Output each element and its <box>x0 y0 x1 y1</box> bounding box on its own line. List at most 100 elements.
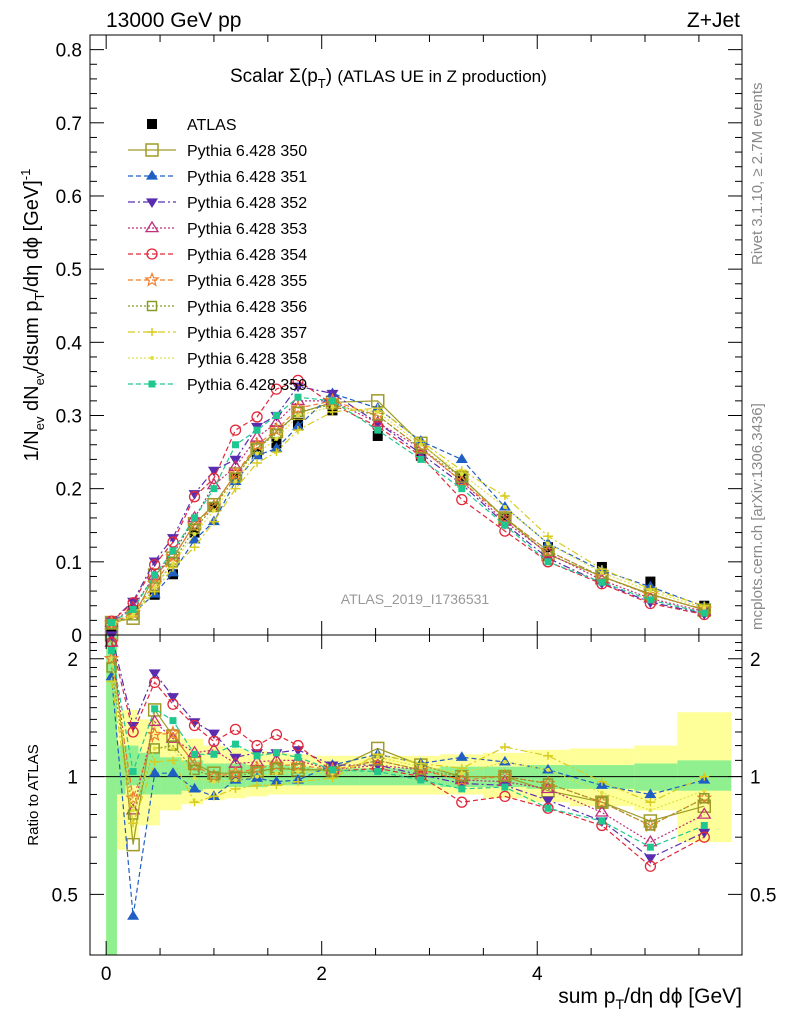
ratio-point <box>230 784 241 793</box>
data-point <box>417 455 425 463</box>
data-point <box>249 430 265 442</box>
data-point <box>456 493 468 506</box>
ratio-point <box>292 777 303 786</box>
y-tick-label: 0 <box>71 626 82 647</box>
main-title: Scalar Σ(pT) (ATLAS UE in Z production) <box>230 66 547 91</box>
rivet-label: Rivet 3.1.10, ≥ 2.7M events <box>749 83 766 266</box>
ratio-point <box>152 746 157 751</box>
x-tick-label: 4 <box>532 964 543 985</box>
ratio-point <box>189 764 200 776</box>
data-point <box>499 491 510 500</box>
ratio-point <box>599 790 604 795</box>
data-point <box>599 570 604 575</box>
ratio-point <box>698 831 710 843</box>
ratio-point <box>699 793 710 804</box>
data-point <box>255 451 260 456</box>
data-point <box>229 424 242 436</box>
data-point <box>328 397 336 405</box>
ratio-y-tick-label: 2 <box>67 650 78 671</box>
ratio-point <box>104 635 119 647</box>
ratio-point <box>458 785 466 793</box>
data-point <box>327 407 338 416</box>
y-tick-label: 0.2 <box>56 480 82 501</box>
ratio-point <box>167 756 178 765</box>
data-point <box>646 596 654 604</box>
ratio-point <box>499 790 511 803</box>
ratio-point <box>146 726 163 742</box>
legend-label: Pythia 6.428 352 <box>187 195 307 212</box>
ratio-y-tick-label: 0.5 <box>52 885 78 906</box>
legend-marker <box>145 143 159 157</box>
green-band <box>106 635 117 955</box>
ratio-point <box>594 805 610 817</box>
ratio-y-tick-label-right: 0.5 <box>750 885 776 906</box>
legend-label: Pythia 6.428 351 <box>187 169 307 186</box>
ratio-point <box>418 764 423 769</box>
data-point <box>269 415 284 428</box>
data-point <box>167 536 179 548</box>
data-point <box>455 453 468 463</box>
data-point <box>231 441 239 449</box>
legend-label: ATLAS <box>187 117 237 134</box>
y-tick-label: 0.3 <box>56 406 82 427</box>
ratio-point <box>645 798 656 807</box>
data-point <box>253 426 261 434</box>
data-point <box>542 556 554 568</box>
ratio-point <box>128 819 139 828</box>
legend-entry: Pythia 6.428 355 <box>128 271 307 290</box>
ratio-point <box>643 814 658 828</box>
ratio-point <box>106 662 117 673</box>
ratio-point <box>697 807 712 819</box>
ratio-point <box>455 751 468 761</box>
legend-label: Pythia 6.428 350 <box>187 143 307 160</box>
ratio-point <box>375 755 380 760</box>
data-point <box>188 491 201 503</box>
green-band <box>116 745 126 795</box>
ratio-point <box>699 772 710 781</box>
data-point <box>271 448 282 457</box>
ratio-point <box>645 820 656 831</box>
y-tick-label: 0.4 <box>56 333 83 354</box>
ratio-point <box>294 753 302 761</box>
data-point <box>501 521 509 529</box>
data-point <box>272 411 280 419</box>
ratio-point <box>499 771 511 782</box>
ratio-point <box>456 764 467 773</box>
ratio-point <box>252 781 263 790</box>
ratio-point <box>165 725 181 740</box>
ratio-axis-ticks: 0.5 0.5 1 1 2 2 0 2 4 <box>52 635 776 985</box>
data-point <box>418 442 423 447</box>
data-point <box>230 484 241 493</box>
legend-marker <box>146 248 158 260</box>
legend-label: Pythia 6.428 357 <box>187 325 307 342</box>
ratio-point <box>698 828 711 839</box>
main-panel: Scalar Σ(pT) (ATLAS UE in Z production) … <box>56 34 743 647</box>
ratio-point <box>103 650 120 666</box>
ratio-point <box>459 771 464 776</box>
ratio-point <box>274 771 279 776</box>
ratio-point <box>702 788 707 793</box>
data-point <box>543 532 554 541</box>
ratio-point <box>327 774 338 783</box>
data-point <box>233 479 238 484</box>
legend-marker <box>150 356 154 360</box>
ratio-point <box>542 796 555 807</box>
series-354 <box>105 374 710 627</box>
data-point <box>211 508 216 513</box>
main-series-layer <box>103 374 713 635</box>
ratio-point <box>208 735 220 748</box>
legend-label: Pythia 6.428 358 <box>187 351 307 368</box>
ratio-point <box>149 743 160 754</box>
ratio-y-tick-label-right: 2 <box>750 650 761 671</box>
legend-marker <box>144 271 160 287</box>
data-point <box>274 436 279 441</box>
ratio-point <box>644 788 657 799</box>
ratio-point <box>543 751 554 760</box>
data-point <box>542 545 554 557</box>
ratio-point <box>148 767 161 777</box>
data-point <box>295 413 300 418</box>
ratio-point <box>188 718 201 728</box>
legend-label: Pythia 6.428 354 <box>187 247 307 264</box>
ratio-point <box>700 821 708 829</box>
data-point <box>228 459 243 471</box>
